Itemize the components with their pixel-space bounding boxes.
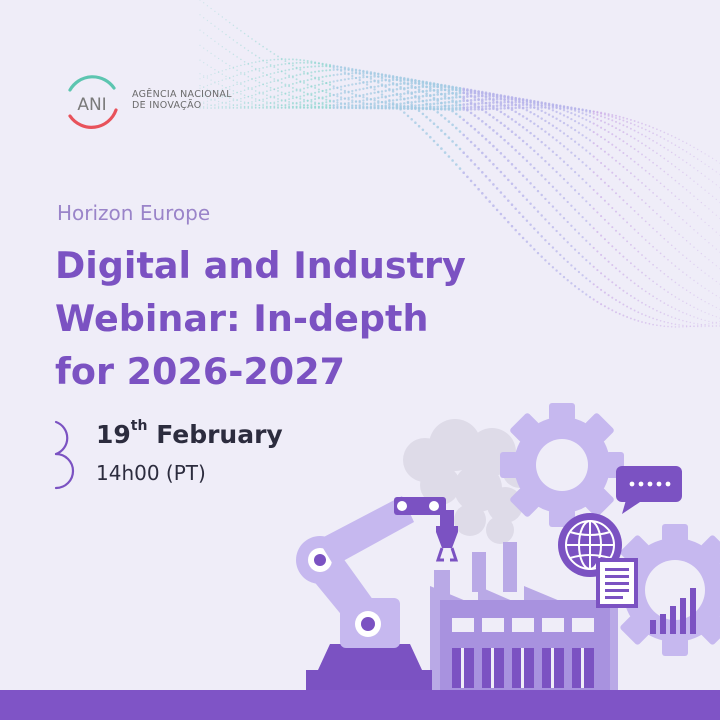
title-line-1: Digital and Industry (55, 244, 466, 287)
page-title: Digital and Industry Webinar: In-depth f… (55, 239, 466, 398)
logo-mark-text: ANI (77, 95, 106, 115)
document-icon (596, 558, 638, 608)
event-month: February (156, 420, 283, 449)
factory-icon (430, 542, 618, 690)
calendar-arc-icon (54, 420, 75, 490)
chat-bubble-icon (616, 466, 682, 514)
event-time: 14h00 (PT) (96, 461, 206, 485)
event-date: 19th February (96, 418, 283, 449)
org-name-line2: DE INOVAÇÃO (132, 100, 202, 111)
industry-illustration (296, 403, 720, 690)
ani-logo-icon: ANI (68, 75, 118, 129)
program-subtitle: Horizon Europe (57, 201, 211, 225)
title-line-2: Webinar: In-depth (55, 297, 429, 340)
title-line-3: for 2026-2027 (55, 350, 345, 393)
event-day-suffix: th (130, 418, 148, 434)
event-day: 19 (96, 420, 131, 449)
bar-chart-icon (650, 588, 696, 634)
org-name-line1: AGÊNCIA NACIONAL (132, 89, 232, 100)
robot-arm-icon (296, 496, 459, 690)
bottom-bar (0, 690, 720, 720)
gear-icon (500, 403, 624, 527)
org-name: AGÊNCIA NACIONAL DE INOVAÇÃO (132, 89, 232, 111)
